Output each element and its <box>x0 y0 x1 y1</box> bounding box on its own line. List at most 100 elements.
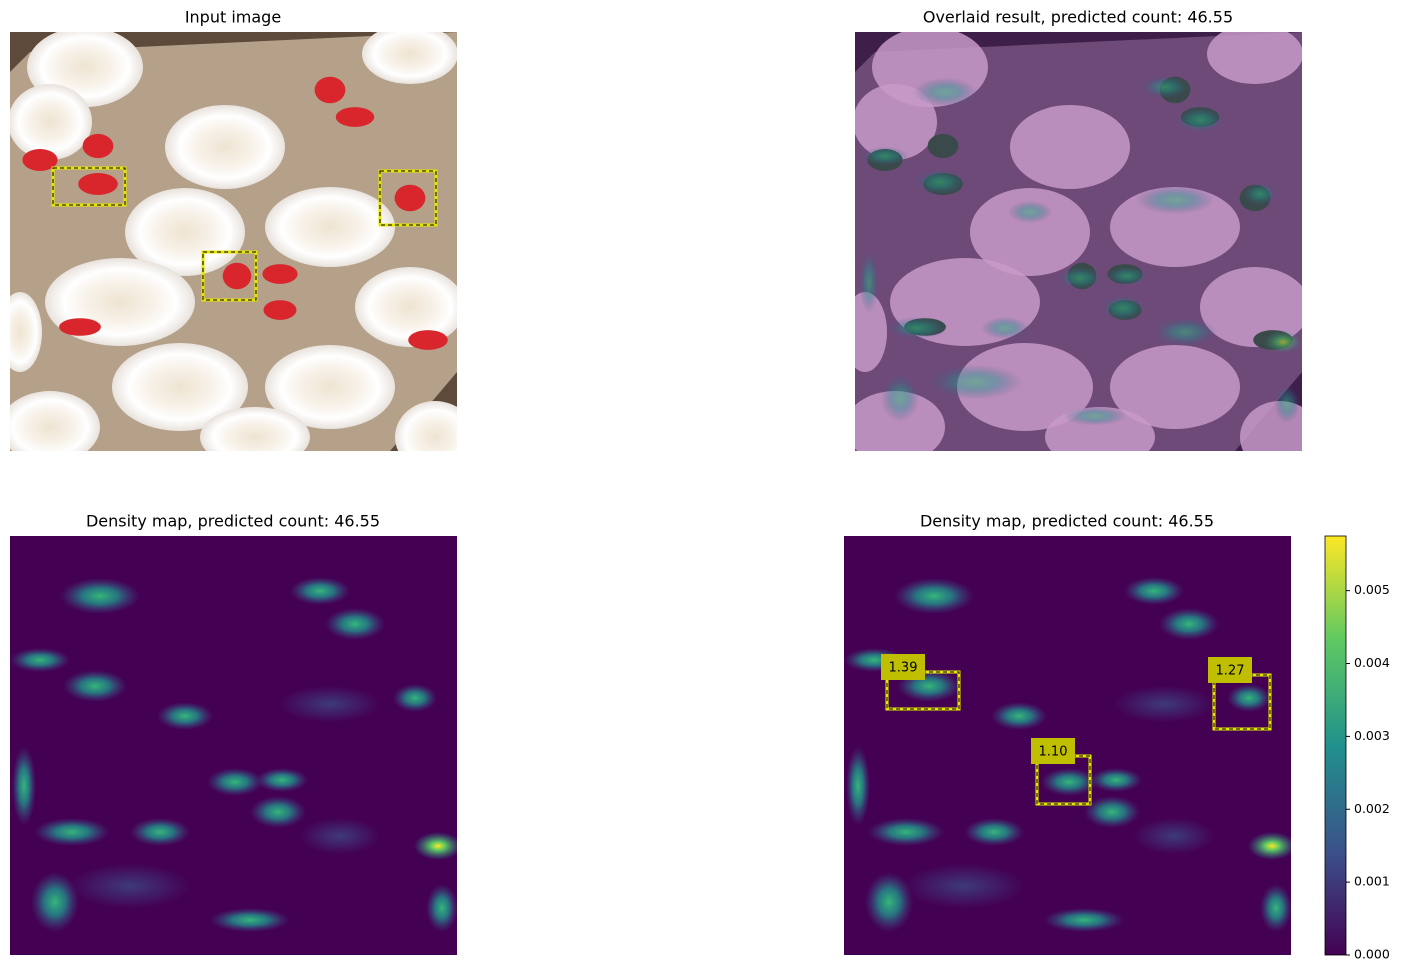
density-blob <box>426 884 457 932</box>
density-blob <box>1159 608 1219 640</box>
colorbar-tick-label: 0.001 <box>1354 874 1390 889</box>
meringue <box>970 188 1090 276</box>
density-blob <box>34 818 110 846</box>
strawberry <box>927 133 959 159</box>
density-blob <box>1227 684 1271 712</box>
meringue <box>10 391 100 451</box>
density-blob <box>991 702 1047 730</box>
density-blob <box>865 872 913 932</box>
density-blob <box>300 818 380 854</box>
density-blob <box>70 864 190 908</box>
density-blob <box>886 316 948 340</box>
meringue <box>10 292 42 372</box>
density-blob <box>12 746 36 826</box>
density-blob <box>904 864 1024 908</box>
meringue <box>165 105 285 189</box>
strawberry <box>394 184 426 212</box>
meringue <box>125 188 245 276</box>
density-blob <box>60 578 140 614</box>
meringue <box>265 187 395 267</box>
strawberry <box>22 149 58 171</box>
panel-title: Density map, predicted count: 46.55 <box>86 512 380 531</box>
density-blob <box>250 796 306 828</box>
density-blob <box>63 670 127 702</box>
strawberry <box>263 300 297 320</box>
exemplar-box-dash <box>52 167 126 206</box>
meringue <box>10 84 92 160</box>
density-blob <box>1063 406 1127 426</box>
box-label-bg <box>1208 657 1252 683</box>
density-blob <box>207 768 263 796</box>
colorbar-tick-label: 0.004 <box>1354 655 1390 670</box>
density-blob <box>859 250 879 314</box>
colorbar-tick-label: 0.005 <box>1354 582 1390 597</box>
meringue <box>362 32 457 84</box>
panel-title: Overlaid result, predicted count: 46.55 <box>923 8 1233 27</box>
density-blob <box>1100 295 1146 321</box>
density-blob <box>964 818 1024 846</box>
density-blob <box>981 316 1029 340</box>
density-blob <box>1153 317 1217 347</box>
panel-title: Input image <box>185 8 281 27</box>
density-blob <box>1057 266 1103 290</box>
panel-image <box>10 32 457 451</box>
meringue <box>265 345 395 429</box>
density-blob <box>1007 200 1053 224</box>
strawberry <box>82 133 114 159</box>
meringue <box>355 267 457 347</box>
meringue <box>395 401 457 451</box>
density-blob <box>1106 266 1148 286</box>
box-label-bg <box>881 654 925 680</box>
density-blob <box>846 746 870 826</box>
density-blob <box>927 364 1023 400</box>
density-blob <box>280 686 380 722</box>
strawberry <box>335 107 375 127</box>
density-blob <box>414 832 457 860</box>
density-blob <box>130 818 190 846</box>
meringue <box>957 343 1093 431</box>
panel-image <box>10 536 457 955</box>
panel-image <box>855 32 1302 451</box>
density-blob <box>393 684 437 712</box>
density-blob <box>325 608 385 640</box>
meringue <box>112 343 248 431</box>
density-blob <box>914 169 966 195</box>
density-blob <box>1084 796 1140 828</box>
density-blob <box>1242 182 1278 206</box>
box-label: 1.39 <box>889 661 918 676</box>
meringue <box>1207 32 1302 84</box>
density-blob <box>1263 330 1302 354</box>
density-blob <box>894 578 974 614</box>
strawberry <box>314 76 346 104</box>
density-blob <box>1176 107 1224 133</box>
density-blob <box>868 818 944 846</box>
density-blob <box>1134 818 1214 854</box>
strawberry <box>222 262 252 290</box>
strawberry <box>408 330 448 350</box>
colorbar-tick-label: 0.002 <box>1354 801 1390 816</box>
density-blob <box>1260 884 1291 932</box>
density-blob <box>1114 686 1214 722</box>
density-blob <box>880 374 920 422</box>
panel-title: Density map, predicted count: 46.55 <box>920 512 1214 531</box>
density-blob <box>1135 185 1215 215</box>
density-blob <box>210 908 290 932</box>
exemplar-box-dash <box>202 251 257 301</box>
density-blob <box>1090 768 1142 792</box>
strawberry <box>262 264 298 284</box>
meringue <box>1010 105 1130 189</box>
density-blob <box>913 77 977 107</box>
density-blob <box>1248 832 1291 860</box>
meringue <box>855 292 887 372</box>
density-blob <box>1141 75 1189 99</box>
strawberry <box>78 173 118 195</box>
density-blob <box>31 872 79 932</box>
density-blob <box>1124 577 1184 605</box>
exemplar-box-dash <box>379 170 437 226</box>
box-label-bg <box>1031 738 1075 764</box>
density-blob <box>290 577 350 605</box>
box-label: 1.27 <box>1216 664 1245 679</box>
density-blob <box>1044 908 1124 932</box>
density-blob <box>1041 768 1097 796</box>
